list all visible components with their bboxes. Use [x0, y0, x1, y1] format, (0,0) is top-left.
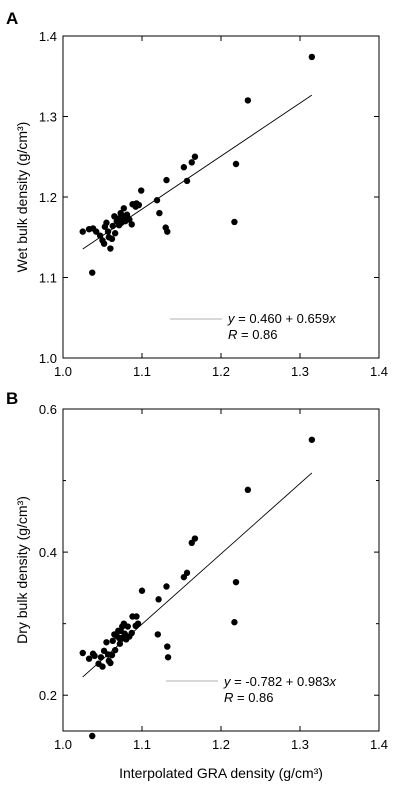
x-tick-label: 1.0: [54, 364, 72, 379]
data-point: [138, 587, 146, 594]
data-point: [85, 655, 93, 662]
x-tick-label: 1.1: [133, 364, 151, 379]
panel-a: A Wet bulk density (g/cm³) 1.0 1.1 1.2 1.3 1…: [6, 9, 388, 379]
panel-b-equation: y = -0.782 + 0.983x: [223, 674, 337, 689]
data-point: [79, 228, 86, 235]
data-point: [120, 205, 128, 212]
panel-b-letter: B: [6, 389, 18, 408]
x-tick-label: 1.2: [212, 737, 230, 752]
data-point: [231, 619, 238, 626]
data-point: [108, 235, 116, 243]
panel-a-frame: [62, 35, 380, 359]
data-point: [107, 245, 114, 252]
panel-b: B Dry bulk density (g/cm³) Interpolated …: [6, 389, 388, 781]
data-point: [231, 218, 238, 226]
data-point: [163, 583, 170, 590]
data-point: [133, 613, 140, 620]
panel-b-r-value: R = 0.86: [224, 690, 274, 705]
y-tick-label: 1.4: [39, 29, 57, 44]
y-tick-label: 1.0: [39, 351, 57, 366]
data-point: [244, 486, 252, 494]
x-tick-label: 1.0: [54, 737, 72, 752]
data-point: [183, 569, 191, 577]
panel-a-ticks: 1.0 1.1 1.2 1.3 1.4 1.0 1.1 1.2 1.3 1.4: [39, 29, 388, 379]
x-tick-label: 1.4: [370, 737, 388, 752]
data-point: [79, 649, 86, 657]
data-point: [135, 201, 143, 209]
panel-b-ticks: 1.0 1.1 1.2 1.3 1.4 0.2 0.4 0.6: [39, 402, 388, 752]
data-point: [103, 639, 110, 646]
x-tick-label: 1.3: [291, 364, 309, 379]
data-point: [191, 153, 199, 160]
data-point: [138, 187, 145, 194]
data-point: [155, 596, 162, 603]
data-point: [183, 177, 191, 185]
data-point: [109, 637, 116, 645]
data-point: [156, 209, 163, 217]
data-point: [134, 620, 142, 627]
data-point: [99, 663, 106, 670]
data-point: [111, 230, 119, 237]
data-point: [164, 228, 171, 235]
y-tick-label: 0.6: [39, 402, 57, 417]
data-point: [89, 732, 96, 740]
x-tick-label: 1.2: [212, 364, 230, 379]
data-point: [100, 240, 108, 247]
data-point: [92, 228, 100, 235]
y-tick-label: 1.3: [39, 110, 57, 125]
panel-a-letter: A: [6, 9, 18, 28]
data-point: [188, 159, 195, 166]
data-point: [232, 578, 240, 586]
y-tick-label: 1.1: [39, 271, 57, 286]
panel-a-fit-line: [82, 94, 313, 250]
x-tick-label: 1.3: [291, 737, 309, 752]
x-axis-label: Interpolated GRA density (g/cm³): [119, 765, 323, 781]
data-point: [89, 269, 96, 276]
x-tick-label: 1.4: [370, 364, 388, 379]
x-tick-label: 1.1: [133, 737, 151, 752]
y-tick-label: 0.4: [39, 545, 57, 560]
data-point: [154, 631, 161, 638]
data-point: [108, 651, 116, 659]
panel-a-r-value: R = 0.86: [228, 327, 278, 342]
data-point: [232, 160, 240, 168]
data-point: [124, 623, 131, 630]
data-point: [96, 232, 104, 239]
data-point: [126, 216, 133, 223]
data-point: [153, 197, 161, 204]
y-tick-label: 1.2: [39, 190, 57, 205]
data-point: [91, 652, 98, 660]
y-tick-label: 0.2: [39, 688, 57, 703]
data-point: [97, 654, 105, 661]
data-point: [244, 97, 252, 104]
panel-b-y-axis-label: Dry bulk density (g/cm³): [14, 496, 30, 644]
panel-a-y-axis-label: Wet bulk density (g/cm³): [14, 122, 30, 273]
panel-b-fit-line: [82, 472, 313, 678]
data-point: [191, 535, 199, 542]
data-point: [107, 659, 114, 667]
data-point: [128, 221, 135, 228]
data-point: [103, 219, 110, 226]
data-point: [164, 643, 171, 650]
data-point: [111, 646, 119, 654]
data-point: [308, 53, 316, 61]
panel-b-points: [79, 436, 316, 740]
data-point: [180, 164, 188, 171]
data-point: [164, 654, 172, 661]
data-point: [308, 436, 316, 443]
panel-a-points: [79, 53, 316, 276]
data-point: [163, 176, 170, 184]
panel-a-equation: y = 0.460 + 0.659x: [227, 311, 336, 326]
